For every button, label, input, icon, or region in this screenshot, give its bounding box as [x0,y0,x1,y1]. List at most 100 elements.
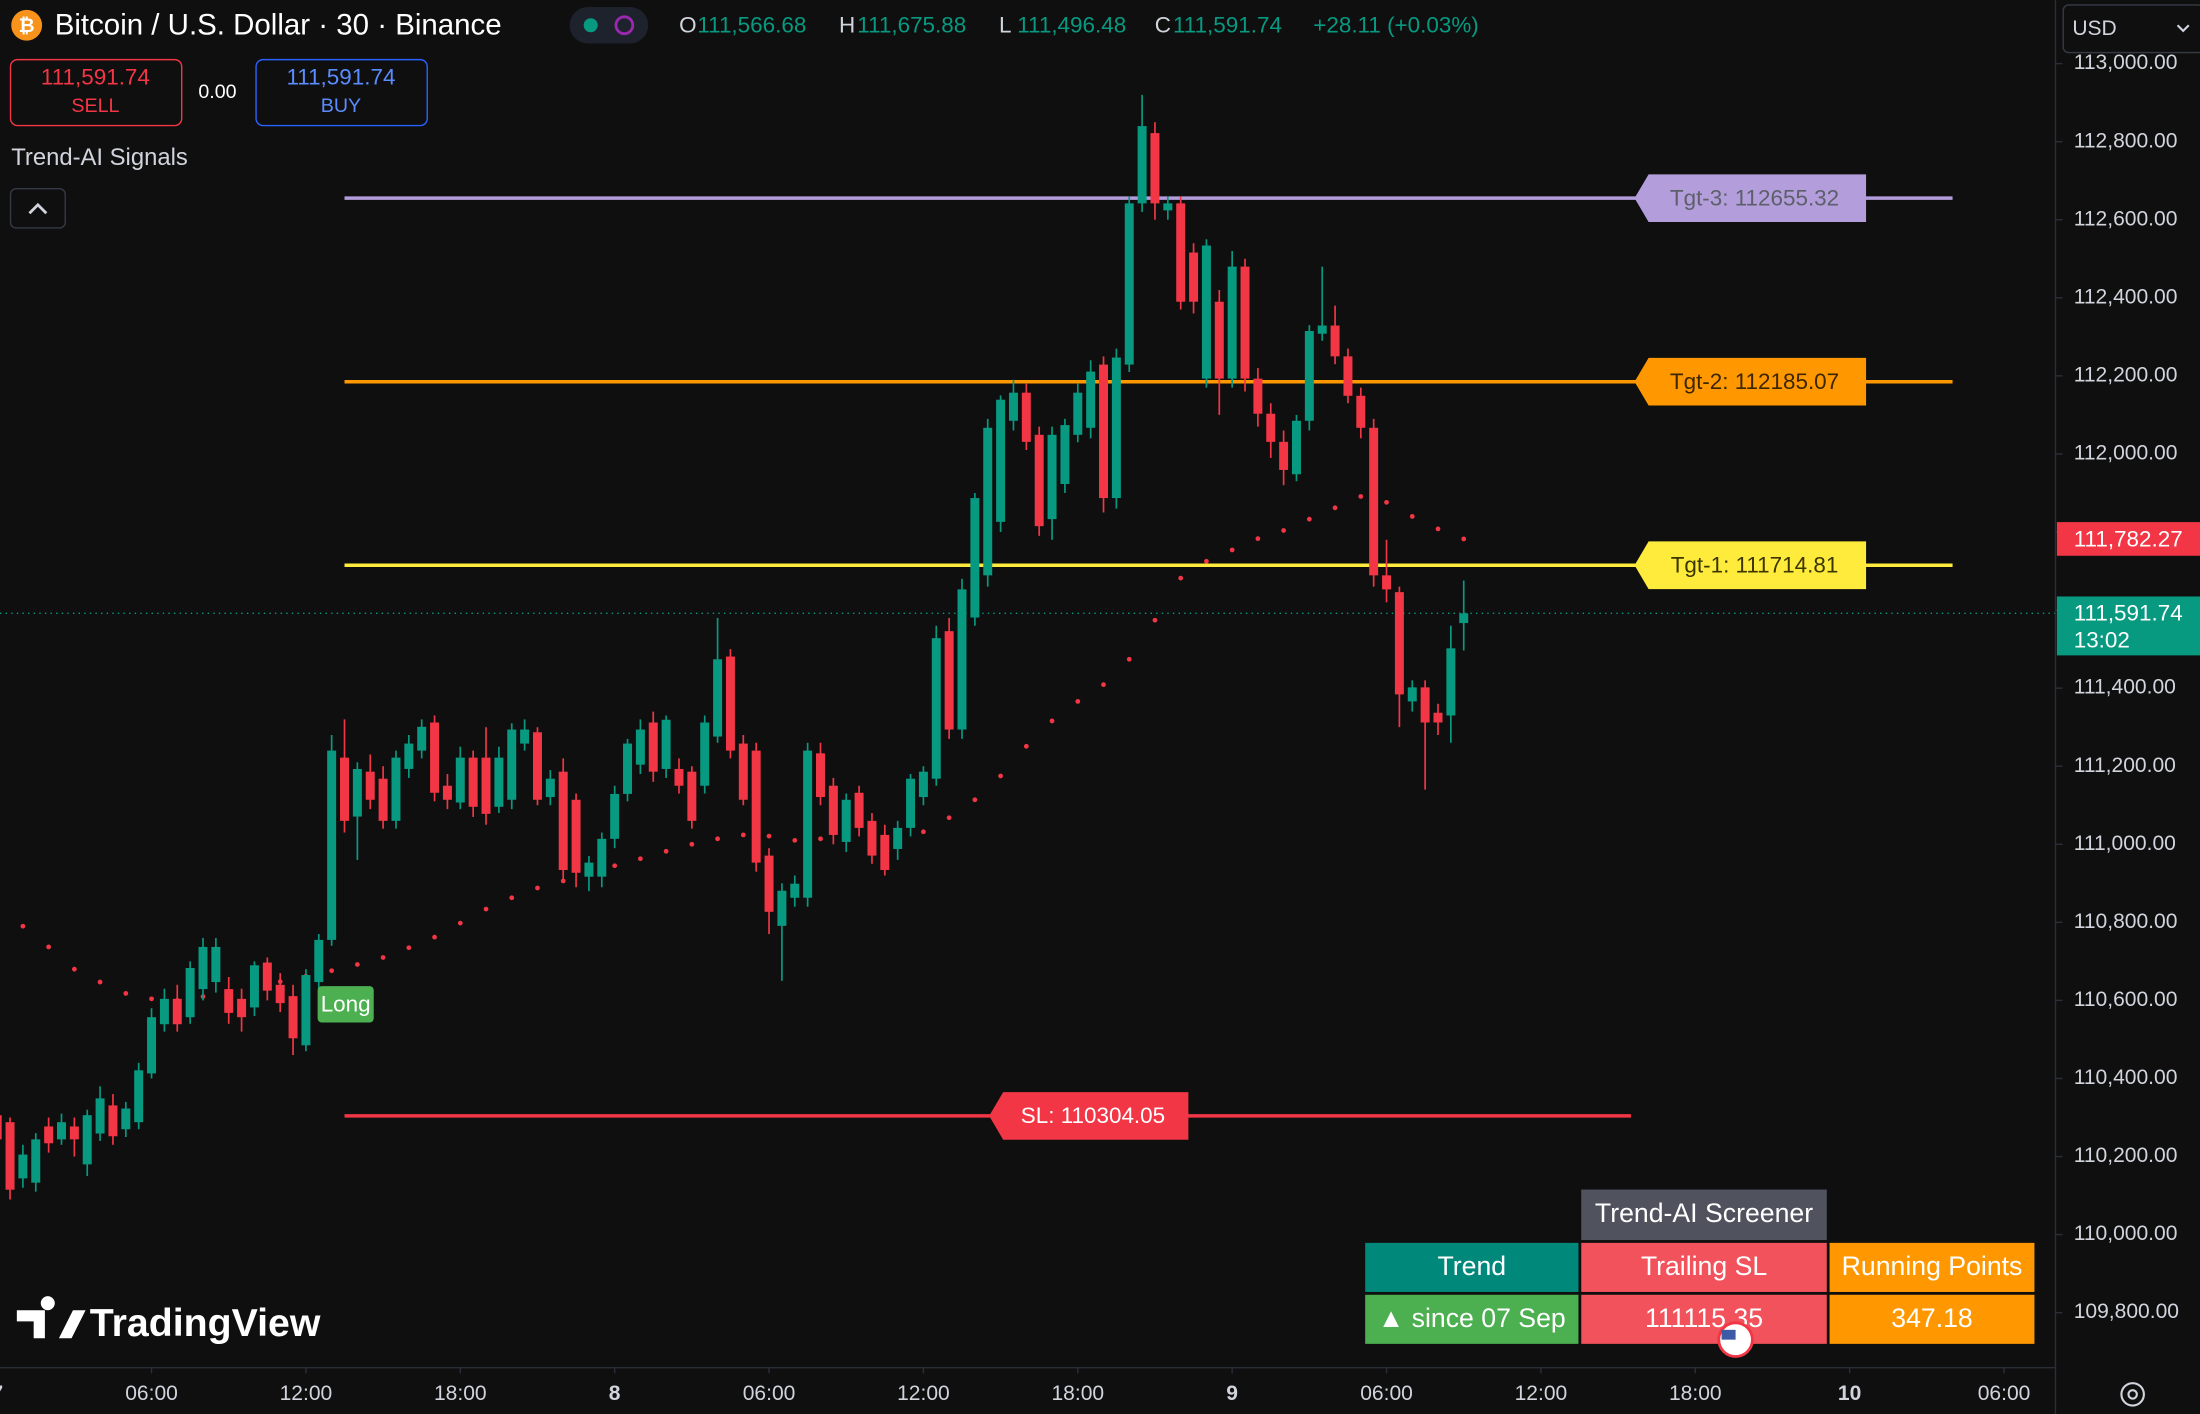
market-status [583,18,598,33]
screener-header: Trend [1438,1251,1507,1281]
candle-body [841,799,851,842]
signal-label: Long [321,992,371,1017]
candle-body [1382,575,1392,590]
candle-body [713,659,723,737]
candle-body [249,965,259,1008]
candle-body [1099,364,1109,499]
level-label: Tgt-3: 112655.32 [1670,185,1839,210]
candle-body [237,998,247,1018]
settings-icon[interactable] [2120,1382,2145,1407]
candle-body [224,989,234,1013]
candle-body [970,498,980,618]
trailing-dot [483,906,489,912]
data-status [614,15,635,36]
trailing-dot [946,815,952,821]
candle-body [906,778,916,828]
candle-body [610,793,620,839]
candle-body [1047,434,1057,520]
coin-icon-glyph: ₿ [19,15,35,37]
trailing-dot [97,979,103,985]
y-tick-label: 110,000.00 [2074,1222,2178,1245]
currency-select[interactable] [2062,4,2200,54]
candle-body [262,962,272,991]
candle-body [1073,392,1083,435]
y-tick-label: 112,600.00 [2074,207,2178,230]
level-label: SL: 110304.05 [1021,1103,1165,1128]
candle-body [1227,266,1237,379]
trailing-dot [1204,558,1209,564]
candle-body [520,729,530,744]
x-tick-label: 9 [1226,1382,1238,1405]
candle-body [584,862,594,877]
symbol-title[interactable]: Bitcoin / U.S. Dollar · 30 · Binance [55,8,502,41]
candle-body [1407,687,1417,702]
candle-body [1214,301,1224,379]
trailing-dot [1023,743,1029,749]
y-tick-label: 112,800.00 [2074,129,2178,152]
candle-body [108,1105,118,1137]
spread: 0.00 [198,81,236,103]
ohlc-key: L [999,13,1011,38]
candle-body [880,834,890,871]
candle-body [1021,392,1031,442]
candle-body [211,946,221,983]
level-label-box [989,1092,1189,1140]
trailing-dot [921,829,926,835]
trailing-dot [1461,536,1467,542]
candle-body [1291,420,1301,475]
trailing-dot [535,885,540,891]
level-label: Tgt-1: 111714.81 [1671,553,1839,578]
ohlc-value: 111,496.48 [1017,13,1126,38]
trailing-dot [766,833,772,839]
candle-body [1201,245,1211,379]
sell-button[interactable] [9,58,183,127]
candle-body [635,729,645,765]
price-badge [2056,522,2200,556]
trailing-dot [663,848,669,854]
y-tick-label: 112,200.00 [2074,363,2178,386]
candle-body [545,778,555,798]
trailing-dot [1049,718,1055,724]
candle-body [558,771,568,871]
event-flag[interactable] [1717,1321,1754,1358]
settings-icon-center [2127,1389,2138,1400]
trailing-dot [1306,516,1312,522]
price-badge-label: 111,591.74 [2074,601,2183,626]
candle-body [1459,613,1469,624]
status-pill[interactable] [569,7,649,44]
buy-button[interactable] [255,58,428,127]
candle-body [1394,592,1404,695]
candle-body [82,1115,92,1165]
candle-body [5,1122,15,1190]
ohlc-key: C [1155,13,1171,38]
sell-price: 111,591.74 [41,64,150,89]
screener-title-cell [1581,1189,1827,1241]
candle-body [764,855,774,912]
trailing-dot [818,836,823,842]
ohlc-value: 111,591.74 [1173,13,1282,38]
candle-body [352,768,362,817]
candle-body [1253,378,1263,414]
event-flag-canton [1721,1329,1736,1340]
collapse-button[interactable] [9,187,66,229]
candle-body [1034,434,1044,527]
candle-body [327,750,337,940]
screener-cell [1829,1294,2035,1344]
screener-cell [1581,1294,1827,1344]
indicator-name[interactable]: Trend-AI Signals [11,144,188,171]
trailing-dot [149,996,154,1002]
candle-body [957,589,967,730]
candle-body [1111,357,1121,499]
trailing-dot [998,773,1003,779]
x-tick-label: 8 [609,1382,621,1405]
candle-body [1356,395,1366,428]
trailing-dot [432,934,437,940]
y-tick-label: 110,200.00 [2074,1144,2178,1167]
level-label-box [1634,357,1867,406]
x-tick-label: 18:00 [434,1382,487,1405]
candle-body [828,785,838,835]
candle-body [854,792,864,828]
trailing-dot [20,923,26,929]
currency-caret [2176,24,2190,33]
trailing-dot [1152,617,1158,623]
